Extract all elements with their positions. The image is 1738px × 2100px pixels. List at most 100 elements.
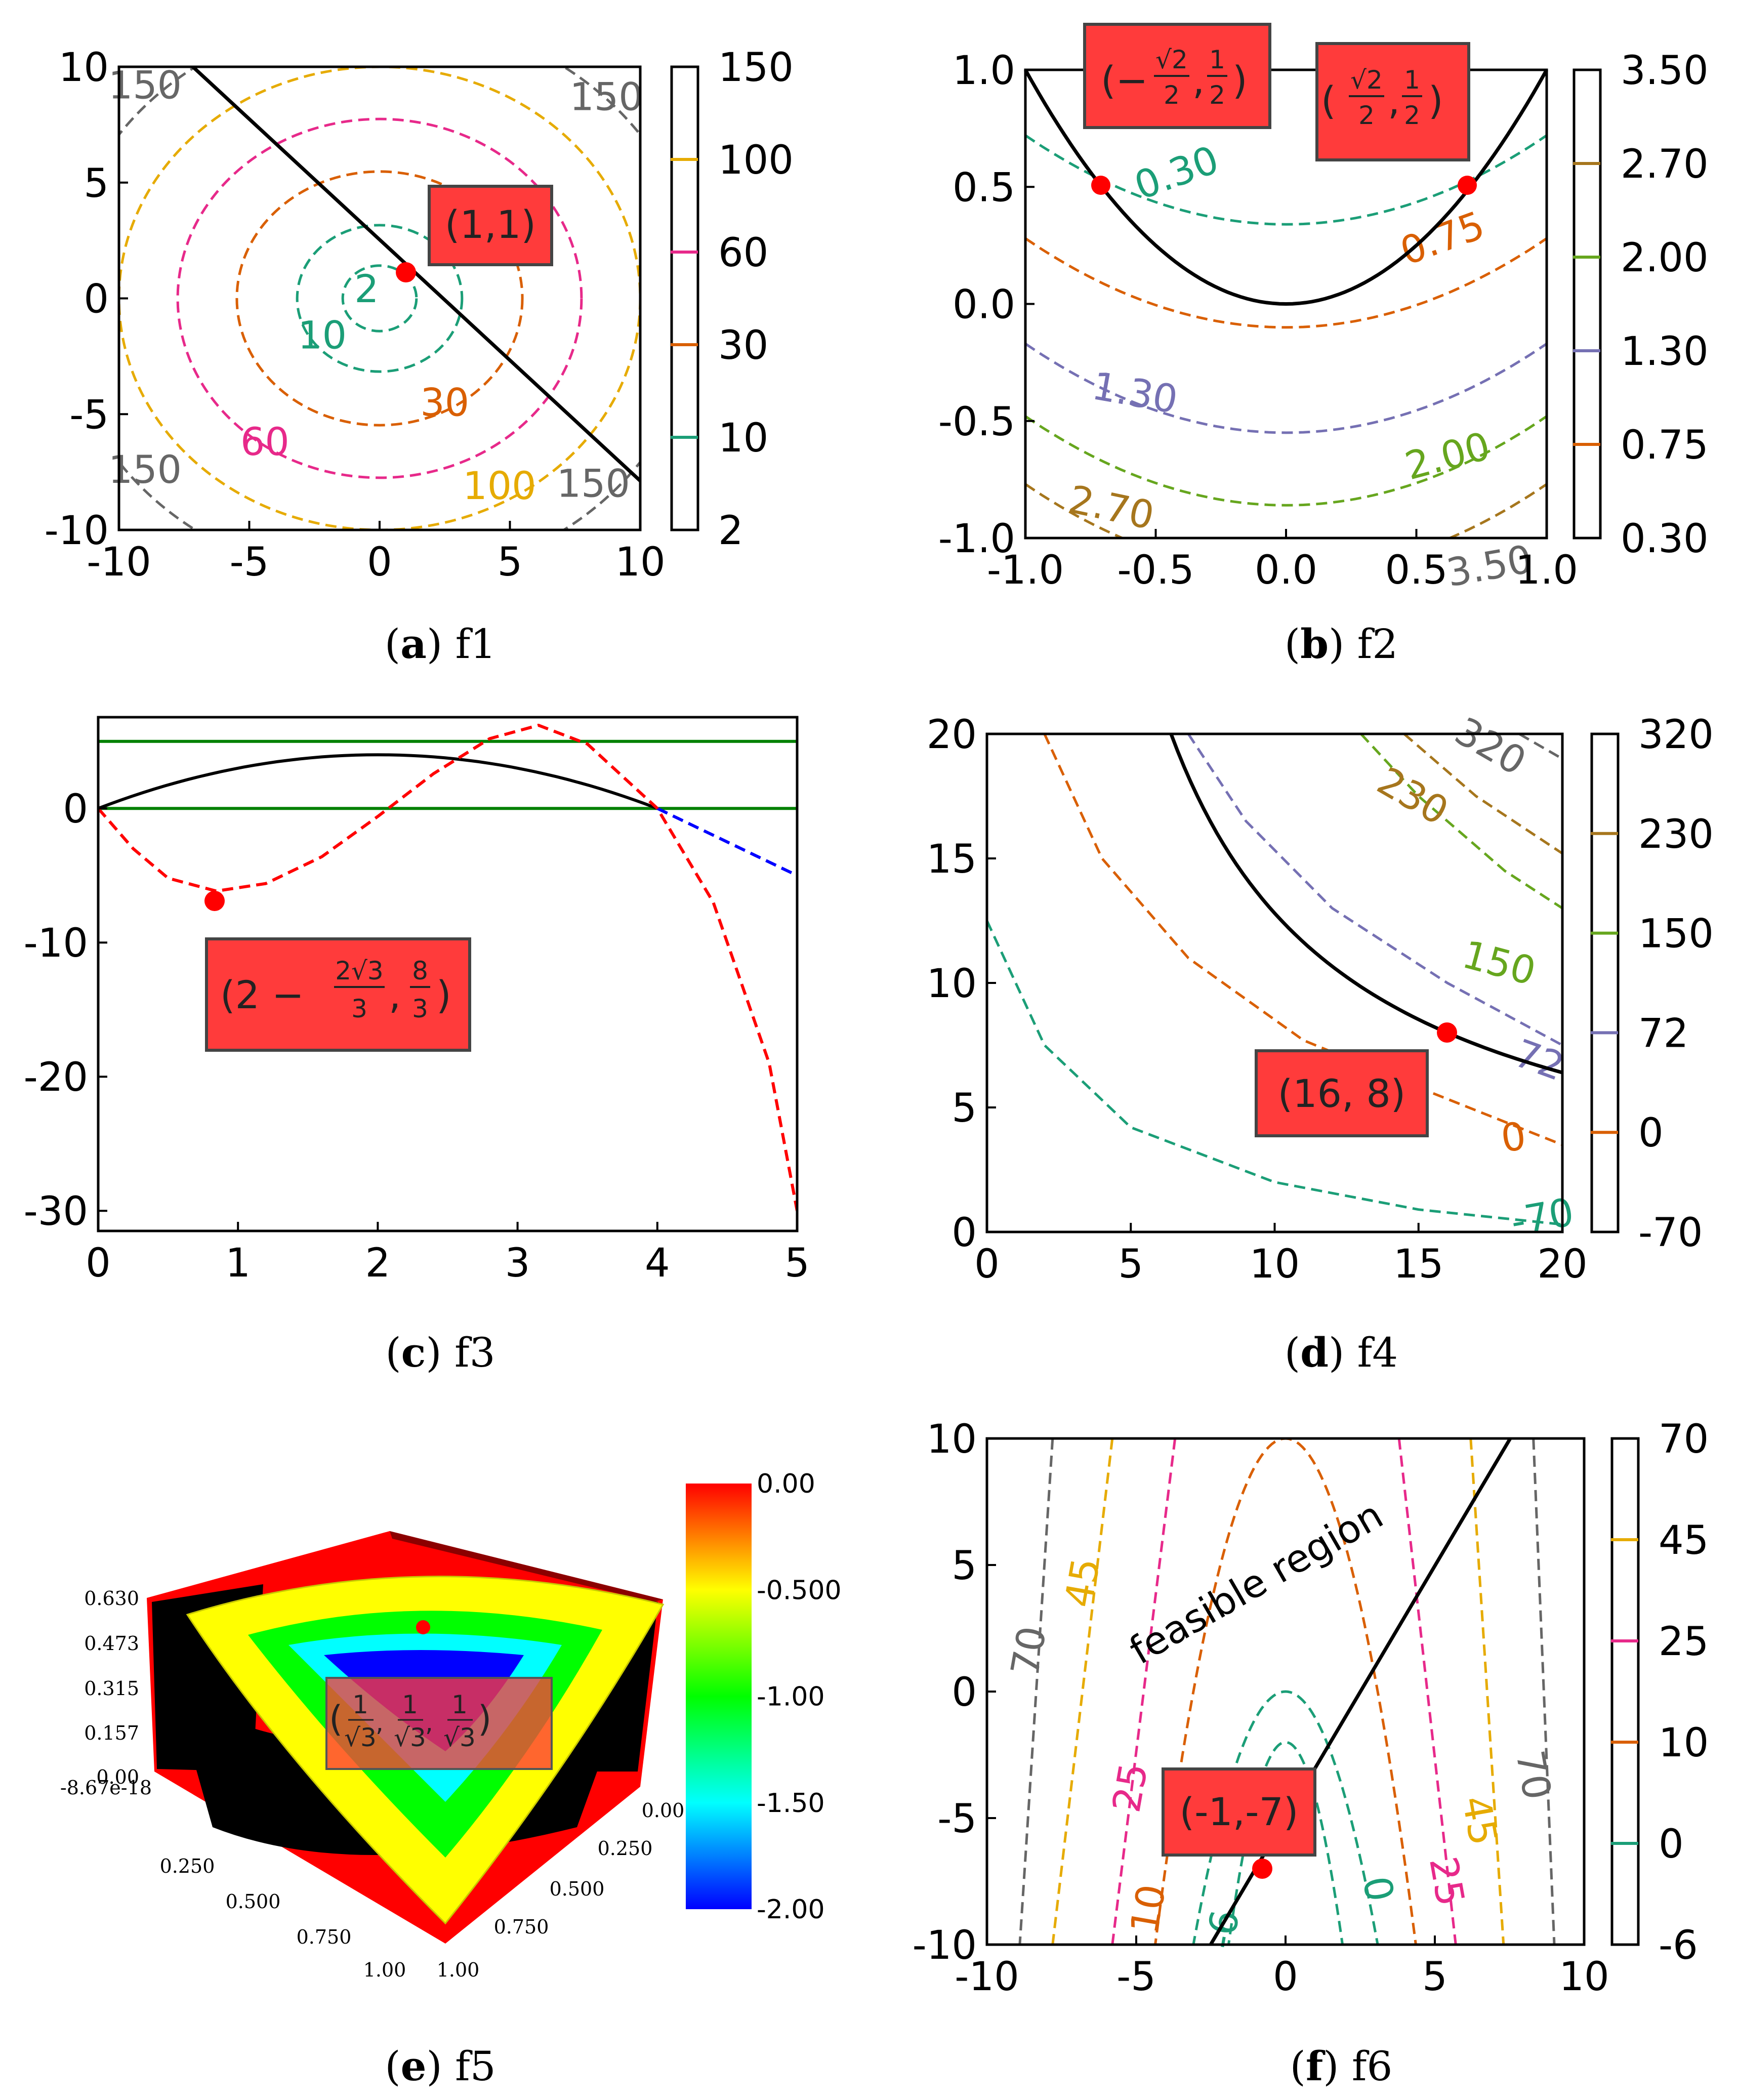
colorbar-tick-label: 30 [718,323,768,368]
colorbar-tick-label: 0 [1638,1110,1664,1156]
contour-label-70: 70 [1002,1623,1055,1679]
y-tick-e-label: 0.250 [598,1837,653,1860]
constraint-line-a [191,65,642,482]
colorbar-frame [1610,1437,1640,1946]
optimum-point-f [1252,1859,1272,1879]
contour-label-25: 25 [1103,1760,1156,1816]
contour-level-10 [1154,1438,1417,1945]
colorbar-tick-label: 0 [1659,1822,1684,1867]
y-tick-c-label: -20 [24,1055,88,1100]
x-tick-d-tick-label: 20 [1537,1242,1587,1287]
svg-text:(: ( [1321,78,1336,123]
x-tick-e-label: 0.250 [160,1855,215,1877]
caption-a: (a) f1 [385,620,496,668]
colorbar-tick-label: 10 [1659,1720,1709,1766]
contour-level-45 [1051,1438,1114,1945]
contour-labels-a: 210 30 60 100 150 150 150 150 [108,63,643,508]
svg-text:,: , [1388,78,1400,123]
svg-text:2: 2 [1358,101,1375,130]
y-tick-c-label: 0 [63,787,88,832]
svg-text:,: , [376,1708,384,1737]
y-tick-b-tick-label: 1.0 [953,48,1015,94]
contour-label-150: 150 [108,447,182,492]
contour-lines-f [1018,1438,1556,1945]
axis-ticks-a: -10 -5 0 5 10 10 5 0 -5 -10 [45,45,666,585]
plot-frame-d [985,732,1564,1233]
svg-text:√3: √3 [344,1723,377,1752]
contour-label-30: 30 [420,380,469,425]
x-tick-e-label: -8.67e-18 [60,1777,152,1799]
caption-f: (f) f6 [1290,2042,1393,2090]
x-tick-f-tick-label: 10 [1559,1954,1609,2000]
z-tick-e-label: 0.630 [84,1587,139,1610]
colorbar-tick-label: 72 [1638,1011,1688,1056]
svg-text:): ) [478,1698,491,1740]
x-tick-d-tick-label: 10 [1250,1242,1300,1287]
colorbar-tick-label: 10 [718,416,768,461]
optimum-point-b-right [1458,176,1477,195]
contour-label-1.30: 1.30 [1089,363,1181,422]
contour-level-70 [1018,1438,1054,1945]
x-tick-f-tick-label: 5 [1422,1954,1447,2000]
contour-level-70 [1532,1438,1556,1945]
contour-level-150 [1360,734,1562,910]
y-tick-f-tick-label: 0 [951,1670,977,1715]
colorbar-frame [670,65,699,531]
caption-c: (c) f3 [385,1329,495,1376]
axis-ticks-f: -10 -5 0 5 10 10 5 0 -5 -10 [913,1417,1609,2000]
optimum-annotation-box-f [1162,1767,1316,1857]
x-tick-d-tick-label: 5 [1118,1242,1143,1287]
optimum-annotation-box-a [428,185,553,266]
y-tick-a-tick-label: 10 [59,45,109,91]
colorbar-tick-label: 70 [1659,1417,1709,1462]
contour-level-60 [176,117,583,479]
y-tick-d-tick-label: 10 [927,961,977,1007]
y-tick-f-tick-label: -10 [913,1923,977,1968]
annotation-b-right: ( √2 2 , 1 2 ) [1315,42,1470,161]
colorbar-tick-label: 320 [1638,712,1714,758]
contour-level-0.30 [1025,134,1547,226]
x-tick-c-label: 5 [784,1241,810,1286]
z-tick-e-label: 0.00 [96,1766,139,1788]
x-tick-b-tick-label: 1.0 [1515,548,1578,593]
colorbar-labels-e: 0.00 -0.500 -1.00 -1.50 -2.00 [757,1469,842,1925]
x-tick-f-tick-label: -10 [955,1954,1019,2000]
x-tick-a-tick-label: -5 [230,540,269,585]
colorbar-e [686,1484,752,1909]
colorbar-tick-label: 0.30 [1621,516,1709,562]
contour-label-2.00: 2.00 [1400,423,1495,489]
optimum-point-b-left [1091,176,1110,195]
colorbar-e-tick-label: -1.50 [757,1788,825,1819]
x-tick-c-label: 2 [365,1241,391,1286]
axis-ticks-b: -1.0 -0.5 0.0 0.5 1.0 1.0 0.5 0.0 -0.5 -1.0 [938,48,1578,593]
y-tick-d-tick-label: 20 [927,712,977,758]
contour-lines-a [119,67,640,530]
x-tick-e-label: 0.500 [226,1890,281,1913]
optimum-point-a [396,262,416,282]
axis-ticks-e: 0.6300.4730.3150.1570.00-8.67e-180.2500.… [60,1587,684,1981]
constraint-parabola-b [1023,69,1549,306]
y-tick-b-tick-label: 0.0 [953,282,1015,328]
svg-text:(−: (− [1101,58,1148,103]
y-tick-b-tick-label: -1.0 [938,516,1015,562]
colorbar-tick-label: 2.70 [1621,142,1709,187]
x-tick-a-tick-label: 0 [367,540,392,585]
contour-label-45: 45 [1056,1555,1108,1611]
svg-text:1: 1 [1209,45,1225,74]
optimum-label-d: (16, 8) [1278,1071,1406,1116]
contour-label-0: 0 [1498,1113,1528,1161]
caption-b: (b) f2 [1285,620,1398,668]
contour-lines-d [987,734,1562,1226]
x-tick-b-tick-label: 0.5 [1385,548,1447,593]
annotation-e: ( 1 √3 , 1 √3 , 1 √3 ) [325,1677,553,1770]
contour-label-0.75: 0.75 [1394,202,1490,274]
y-tick-f-tick-label: -5 [937,1796,977,1842]
svg-text:8: 8 [412,956,428,985]
contour-label-10: 10 [1122,1881,1174,1938]
colorbar-tick-label: 3.50 [1621,48,1709,94]
svg-text:(2 −: (2 − [220,972,304,1017]
z-tick-e-label: 0.157 [84,1722,139,1744]
y-tick-e-label: 0.00 [642,1799,685,1822]
contour-level-45 [1469,1438,1505,1945]
